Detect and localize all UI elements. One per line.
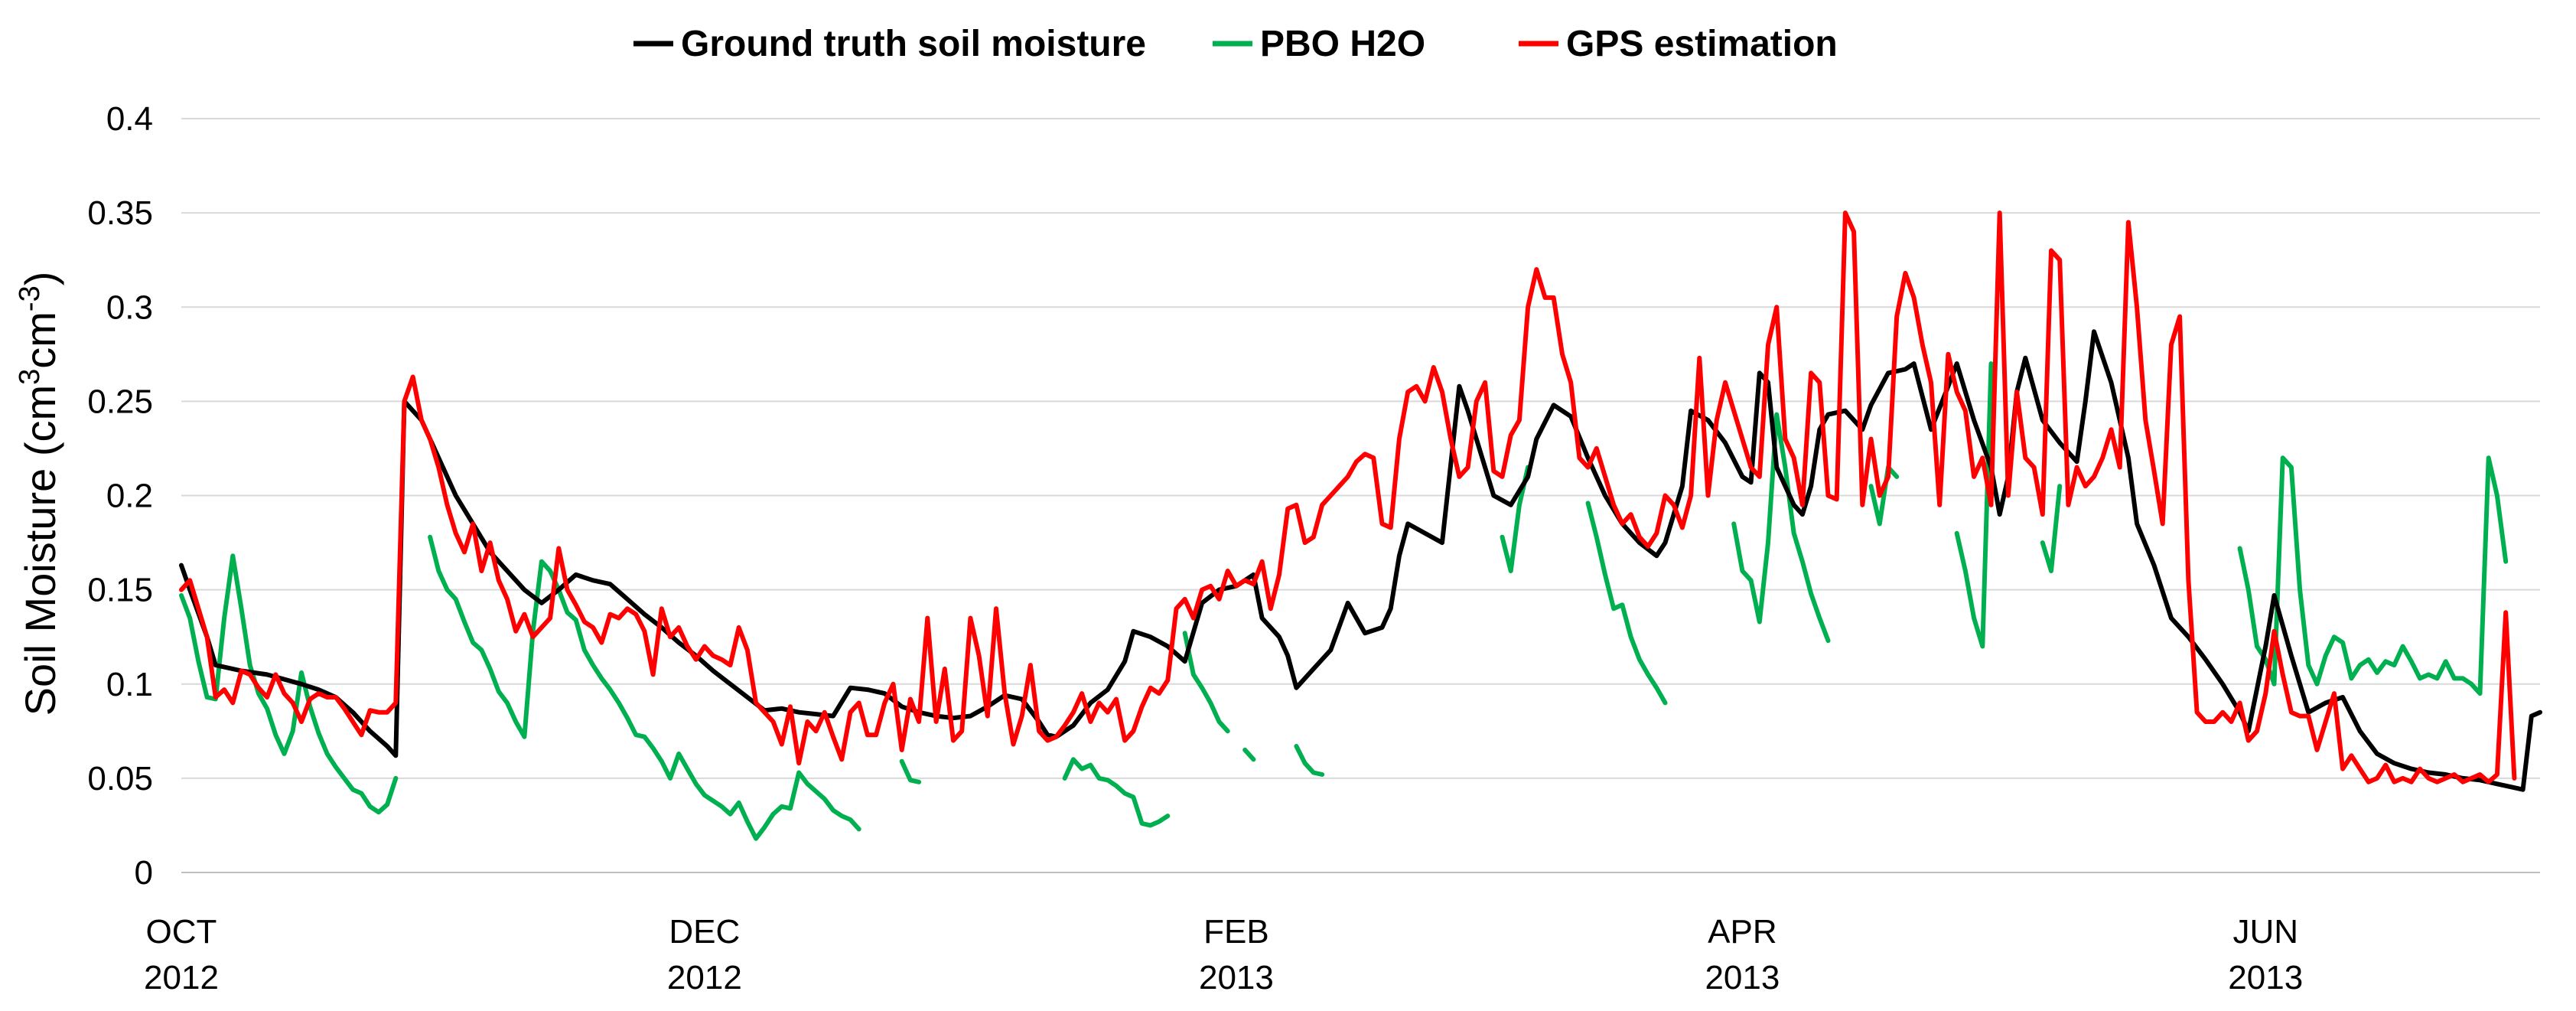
series-line-pbo-h2o-4 <box>1182 631 1230 734</box>
legend-label: GPS estimation <box>1566 24 1838 64</box>
x-tick-year: 2012 <box>144 959 219 996</box>
x-tick-year: 2013 <box>1705 959 1780 996</box>
series-line-pbo-h2o-0 <box>179 553 399 815</box>
x-axis-ticks: OCT 2012 DEC 2012 FEB 2013 APR 2013 JUN 2013 <box>144 913 2303 996</box>
series-line-pbo-h2o-6 <box>1294 744 1325 777</box>
series-line-pbo-h2o-3 <box>1062 757 1171 828</box>
series-line-pbo-h2o-8 <box>1585 501 1668 706</box>
y-axis-ticks: 0 0.05 0.1 0.15 0.2 0.25 0.3 0.35 0.4 <box>87 100 153 892</box>
x-tick-month: OCT <box>146 913 217 951</box>
series-line-pbo-h2o-5 <box>1242 747 1256 762</box>
legend-label: Ground truth soil moisture <box>681 24 1146 64</box>
y-tick-label: 0 <box>135 854 153 892</box>
x-tick-month: JUN <box>2232 913 2298 951</box>
x-tick-month: DEC <box>669 913 740 951</box>
x-tick-month: FEB <box>1203 913 1269 951</box>
series-line-pbo-h2o-2 <box>899 758 922 784</box>
legend: Ground truth soil moisture PBO H2O GPS est… <box>633 24 1838 64</box>
grid-lines <box>181 118 2540 779</box>
y-tick-label: 0.4 <box>106 100 153 138</box>
y-axis-label: Soil Moisture (cm3cm-3) <box>14 272 64 716</box>
series-line-pbo-h2o-10 <box>1868 465 1900 527</box>
y-tick-label: 0.2 <box>106 478 153 515</box>
series-line-pbo-h2o-11 <box>1954 361 1994 649</box>
y-tick-label: 0.3 <box>106 289 153 326</box>
y-tick-label: 0.25 <box>87 383 153 420</box>
series-line-gps-estimation-0 <box>179 210 2517 784</box>
series-line-pbo-h2o-9 <box>1731 412 1831 644</box>
y-tick-label: 0.35 <box>87 194 153 232</box>
series-line-pbo-h2o-1 <box>428 534 861 841</box>
y-tick-label: 0.1 <box>106 666 153 703</box>
series-line-pbo-h2o-12 <box>2040 484 2063 573</box>
x-tick-year: 2013 <box>2228 959 2303 996</box>
series-lines <box>179 210 2542 841</box>
x-tick-year: 2012 <box>667 959 742 996</box>
series-line-pbo-h2o-13 <box>2237 455 2509 696</box>
legend-label: PBO H2O <box>1260 24 1425 64</box>
y-tick-label: 0.05 <box>87 760 153 797</box>
y-tick-label: 0.15 <box>87 572 153 609</box>
series-line-ground-truth-soil-moisture-0 <box>179 329 2542 792</box>
x-tick-month: APR <box>1708 913 1776 951</box>
x-tick-year: 2013 <box>1199 959 1274 996</box>
